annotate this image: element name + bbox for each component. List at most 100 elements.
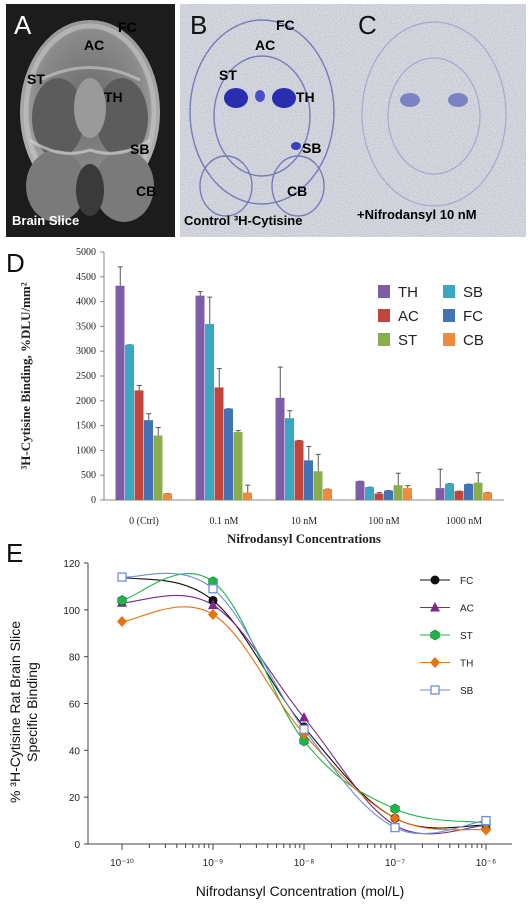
bar-ac: [134, 390, 144, 500]
bar-chart-y-tick-label: 5000: [76, 247, 96, 258]
legend-label-th: TH: [460, 659, 473, 670]
panel-a-caption: Brain Slice: [12, 213, 79, 228]
bar-chart: 0 500 1000 1500 2000 2500 3000 3500 4000 4500 5000…: [18, 247, 504, 546]
bar-chart-y-tick-label: 3000: [76, 346, 96, 357]
bar-sb: [125, 344, 134, 500]
line-chart-y-axis-title-line: Specific Binding: [24, 662, 40, 762]
bar-sb: [285, 418, 294, 500]
panel-e-letter: E: [6, 538, 23, 568]
region-label-th-a: TH: [104, 89, 123, 105]
region-label-st-a: ST: [27, 71, 45, 87]
panel-e: E 0 20 40 60 80 100 120 10⁻¹⁰ 10⁻⁹ 10⁻⁸ 10⁻⁷ 10⁻⁶ …: [6, 538, 512, 899]
bar-cb: [483, 492, 492, 500]
bar-chart-y-tick-label: 500: [81, 470, 96, 481]
bar-fc: [464, 484, 473, 500]
panel-c-caption: +Nifrodansyl 10 nM: [357, 207, 477, 222]
bar-chart-bars: [115, 285, 492, 500]
bar-cb: [163, 493, 172, 500]
line-chart-x-tick-label: 10⁻⁷: [385, 858, 405, 869]
region-label-fc-b: FC: [276, 17, 295, 33]
point-st: [117, 595, 127, 606]
region-label-sb-a: SB: [130, 141, 149, 157]
line-chart-y-axis-title-line: % ³H-Cytisine Rat Brain Slice: [7, 621, 23, 803]
line-chart-points: [117, 572, 491, 836]
bar-ac: [294, 440, 304, 500]
bar-chart-x-tick-label: 0 (Ctrl): [129, 516, 159, 527]
point-ac: [208, 599, 218, 610]
legend-marker-sb: [430, 685, 440, 695]
bar-chart-x-axis-title: Nifrodansyl Concentrations: [227, 531, 381, 546]
bar-cb: [403, 488, 412, 500]
line-chart-y-ticks: 0 20 40 60 80 100 120: [63, 559, 88, 851]
curve-st: [121, 573, 487, 824]
legend-marker-ac: [430, 602, 440, 612]
bar-th: [115, 285, 125, 500]
legend-marker-fc: [430, 575, 440, 585]
bar-chart-x-tick-label: 100 nM: [368, 516, 400, 527]
bar-chart-x-ticks: 0 (Ctrl) 0.1 nM 10 nM 100 nM 1000 nM: [129, 516, 482, 527]
line-chart-x-tick-label: 10⁻⁸: [294, 858, 315, 869]
point-sb: [390, 822, 400, 833]
panel-bc: B C Control ³H-Cytisine +Nifrodansyl 10 …: [180, 4, 526, 237]
curve-fc: [121, 576, 487, 829]
bar-th: [275, 397, 285, 500]
line-chart-x-tick-label: 10⁻¹⁰: [110, 858, 134, 869]
autoradiograph-b-hotspots: [224, 88, 301, 150]
bar-st: [393, 485, 403, 500]
bar-ac: [214, 387, 224, 500]
bar-th: [355, 481, 365, 500]
point-st: [390, 803, 400, 815]
region-label-sb-b: SB: [302, 140, 321, 156]
bar-chart-error-bars: [117, 266, 491, 495]
region-label-ac-a: AC: [84, 37, 104, 53]
region-label-ac-b: AC: [255, 37, 275, 53]
bar-th: [195, 295, 205, 500]
bar-chart-y-ticks: 0 500 1000 1500 2000 2500 3000 3500 4000 4500 5000: [76, 247, 104, 506]
bar-sb: [445, 483, 454, 500]
legend-swatch-st: [378, 333, 390, 346]
bar-fc: [304, 460, 313, 500]
line-chart-y-tick-label: 0: [74, 840, 80, 851]
line-chart: 0 20 40 60 80 100 120 10⁻¹⁰ 10⁻⁹ 10⁻⁸ 10⁻⁷ 10⁻⁶ FC…: [7, 559, 512, 899]
line-chart-y-tick-label: 40: [69, 746, 81, 757]
bar-ac: [454, 491, 464, 500]
point-th: [208, 609, 218, 621]
bar-chart-y-tick-label: 4000: [76, 297, 96, 308]
autoradiograph-c: [361, 21, 507, 207]
line-chart-y-tick-label: 120: [63, 559, 80, 570]
legend-label-sb: SB: [460, 686, 474, 697]
panel-bc-noise: [180, 4, 526, 237]
line-chart-curves: [121, 572, 487, 835]
bar-chart-x-tick-label: 0.1 nM: [210, 516, 239, 527]
legend-swatch-ac: [378, 309, 390, 322]
legend-label-st: ST: [460, 631, 473, 642]
bar-st: [233, 432, 243, 500]
point-th: [117, 616, 127, 628]
bar-fc: [144, 420, 153, 500]
line-chart-x-ticks: 10⁻¹⁰ 10⁻⁹ 10⁻⁸ 10⁻⁷ 10⁻⁶: [110, 844, 496, 869]
legend-label-ac: AC: [460, 604, 474, 615]
point-sb: [117, 572, 127, 582]
legend-swatch-cb: [443, 333, 455, 346]
line-chart-y-tick-label: 20: [69, 793, 81, 804]
bar-st: [313, 471, 323, 500]
bar-chart-y-tick-label: 1500: [76, 421, 96, 432]
legend-label-fc: FC: [460, 576, 473, 587]
line-chart-y-tick-label: 80: [69, 653, 81, 664]
point-sb: [208, 584, 218, 594]
curve-sb: [121, 572, 487, 835]
bar-chart-y-axis-title: ³H-Cytisine Binding, %DLU/mm²: [18, 282, 33, 469]
bar-cb: [323, 489, 332, 500]
legend-marker-st: [430, 629, 440, 641]
bar-cb: [243, 492, 252, 500]
bar-st: [473, 482, 483, 500]
point-st: [299, 735, 309, 747]
region-label-st-b: ST: [219, 67, 237, 83]
region-label-cb-b: CB: [287, 183, 307, 199]
bar-chart-y-tick-label: 4500: [76, 272, 96, 283]
region-label-cb-a: CB: [136, 183, 156, 199]
bar-fc: [384, 490, 393, 500]
bar-th: [435, 488, 445, 500]
panel-a-letter: A: [14, 10, 32, 40]
